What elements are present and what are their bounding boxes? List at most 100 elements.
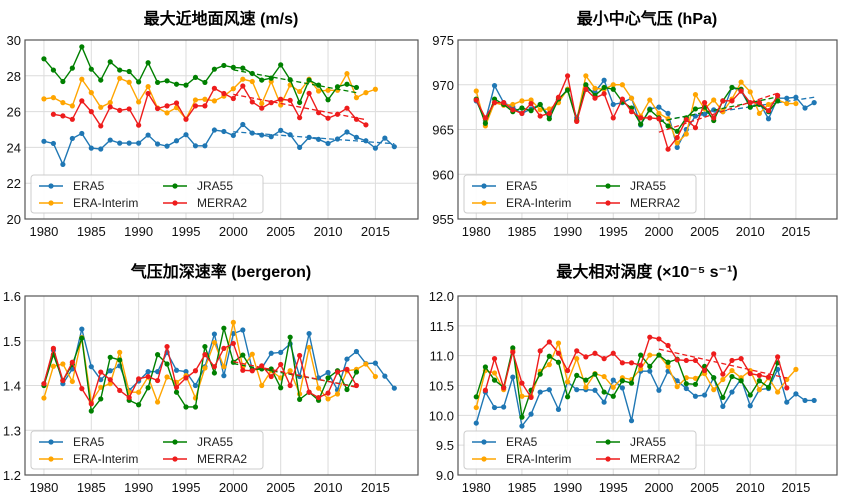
data-point <box>334 369 341 375</box>
trend-line-jra55 <box>233 69 357 94</box>
data-point <box>79 326 85 332</box>
data-point <box>145 385 151 391</box>
data-point <box>775 98 781 104</box>
data-point <box>154 141 161 147</box>
data-point <box>619 96 625 102</box>
legend-label: ERA5 <box>506 435 538 449</box>
data-point <box>391 385 397 391</box>
data-point <box>353 348 360 355</box>
x-tick-label: 1990 <box>553 480 582 495</box>
data-point <box>546 353 552 359</box>
data-point <box>665 342 671 349</box>
data-point <box>802 105 808 111</box>
data-point <box>647 97 653 103</box>
data-point <box>756 110 762 116</box>
data-point <box>692 125 699 131</box>
legend-marker <box>605 439 611 445</box>
x-tick-label: 1985 <box>507 224 536 239</box>
data-point <box>126 79 132 85</box>
y-tick-label: 11.0 <box>430 349 454 364</box>
data-point <box>192 368 199 374</box>
legend-item-era5: ERA5 <box>39 179 105 193</box>
x-tick-label: 2015 <box>361 480 390 495</box>
data-point <box>482 387 488 393</box>
data-point <box>765 101 772 108</box>
data-point <box>701 392 708 398</box>
data-point <box>747 104 753 110</box>
data-point <box>738 378 744 384</box>
data-point <box>221 364 227 370</box>
y-tick-label: 20 <box>7 212 21 227</box>
chart-panel-1: 最大近地面风速 (m/s) 1980 1985 1990 1995 2000 2005 201… <box>7 9 419 239</box>
y-tick-label: 960 <box>432 167 454 182</box>
data-point <box>325 396 331 402</box>
data-point <box>610 115 616 121</box>
data-point <box>564 87 571 93</box>
x-tick-label: 1995 <box>172 224 201 239</box>
data-point <box>363 122 369 128</box>
data-point <box>555 340 562 346</box>
data-point <box>240 76 246 82</box>
data-point <box>564 394 571 400</box>
data-point <box>729 367 735 374</box>
y-tick-label: 10.0 <box>429 408 454 423</box>
data-point <box>555 406 562 412</box>
data-point <box>610 82 616 88</box>
data-point <box>145 60 151 66</box>
legend-label: MERRA2 <box>197 196 247 210</box>
y-tick-label: 24 <box>7 140 21 155</box>
data-point <box>278 349 284 355</box>
data-point <box>79 44 85 50</box>
data-point <box>711 387 717 393</box>
data-point <box>202 96 208 102</box>
data-point <box>720 376 726 383</box>
data-point <box>747 89 753 95</box>
data-point <box>278 385 284 391</box>
data-point <box>79 386 85 392</box>
data-point <box>683 131 689 137</box>
x-tick-label: 2005 <box>266 224 295 239</box>
data-point <box>363 361 369 367</box>
legend-marker <box>605 456 611 462</box>
data-point <box>145 83 151 90</box>
data-point <box>473 394 479 400</box>
data-point <box>546 387 552 393</box>
legend-label: ERA-Interim <box>506 196 571 210</box>
data-point <box>107 100 113 106</box>
data-point <box>173 100 180 106</box>
data-point <box>555 94 562 100</box>
data-point <box>98 384 104 390</box>
data-point <box>287 382 293 389</box>
legend-marker <box>48 456 54 462</box>
data-point <box>738 79 744 85</box>
data-point <box>117 107 123 113</box>
legend-marker <box>48 200 54 206</box>
data-point <box>610 86 616 92</box>
data-point <box>473 88 479 94</box>
plot-frame <box>24 39 419 220</box>
data-point <box>41 96 47 102</box>
data-point <box>473 97 479 103</box>
data-point <box>297 396 303 402</box>
data-point <box>628 380 635 386</box>
data-point <box>145 373 151 380</box>
data-point <box>325 97 331 103</box>
data-point <box>510 374 516 380</box>
data-point <box>519 110 525 116</box>
x-tick-label: 1995 <box>172 480 201 495</box>
chart-title: 最大近地面风速 (m/s) <box>144 9 299 28</box>
data-point <box>692 357 699 364</box>
data-point <box>592 85 598 91</box>
data-point <box>202 79 208 86</box>
data-point <box>564 73 571 79</box>
legend-marker <box>172 439 178 445</box>
data-point <box>136 140 142 146</box>
data-point <box>683 357 689 364</box>
data-point <box>519 414 525 420</box>
data-point <box>482 364 488 370</box>
data-point <box>211 85 217 91</box>
data-point <box>720 371 726 377</box>
data-point <box>610 350 616 356</box>
data-point <box>259 100 265 107</box>
data-point <box>154 352 161 358</box>
